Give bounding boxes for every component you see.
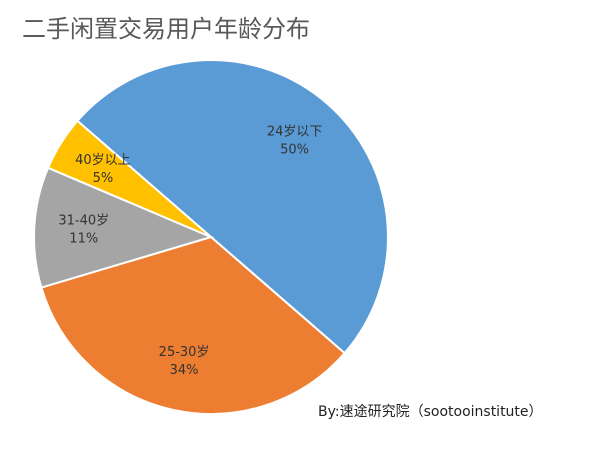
pie-slice (33, 166, 214, 289)
pie-slice (46, 119, 212, 238)
value-label: 50% (280, 142, 309, 157)
value-label: 5% (93, 171, 114, 186)
slice-label: 40岁以上 (75, 153, 131, 168)
value-label: 34% (170, 363, 199, 378)
slice-label: 24岁以下 (267, 124, 323, 139)
chart-title: 二手闲置交易用户年龄分布 (22, 15, 310, 43)
source-note: By:速途研究院（sootooinstitute） (318, 403, 543, 420)
pie-slice (76, 59, 389, 355)
value-label: 11% (69, 231, 98, 246)
slice-label: 25-30岁 (159, 345, 210, 360)
pie-slice (40, 235, 346, 415)
slice-label: 31-40岁 (58, 213, 109, 228)
